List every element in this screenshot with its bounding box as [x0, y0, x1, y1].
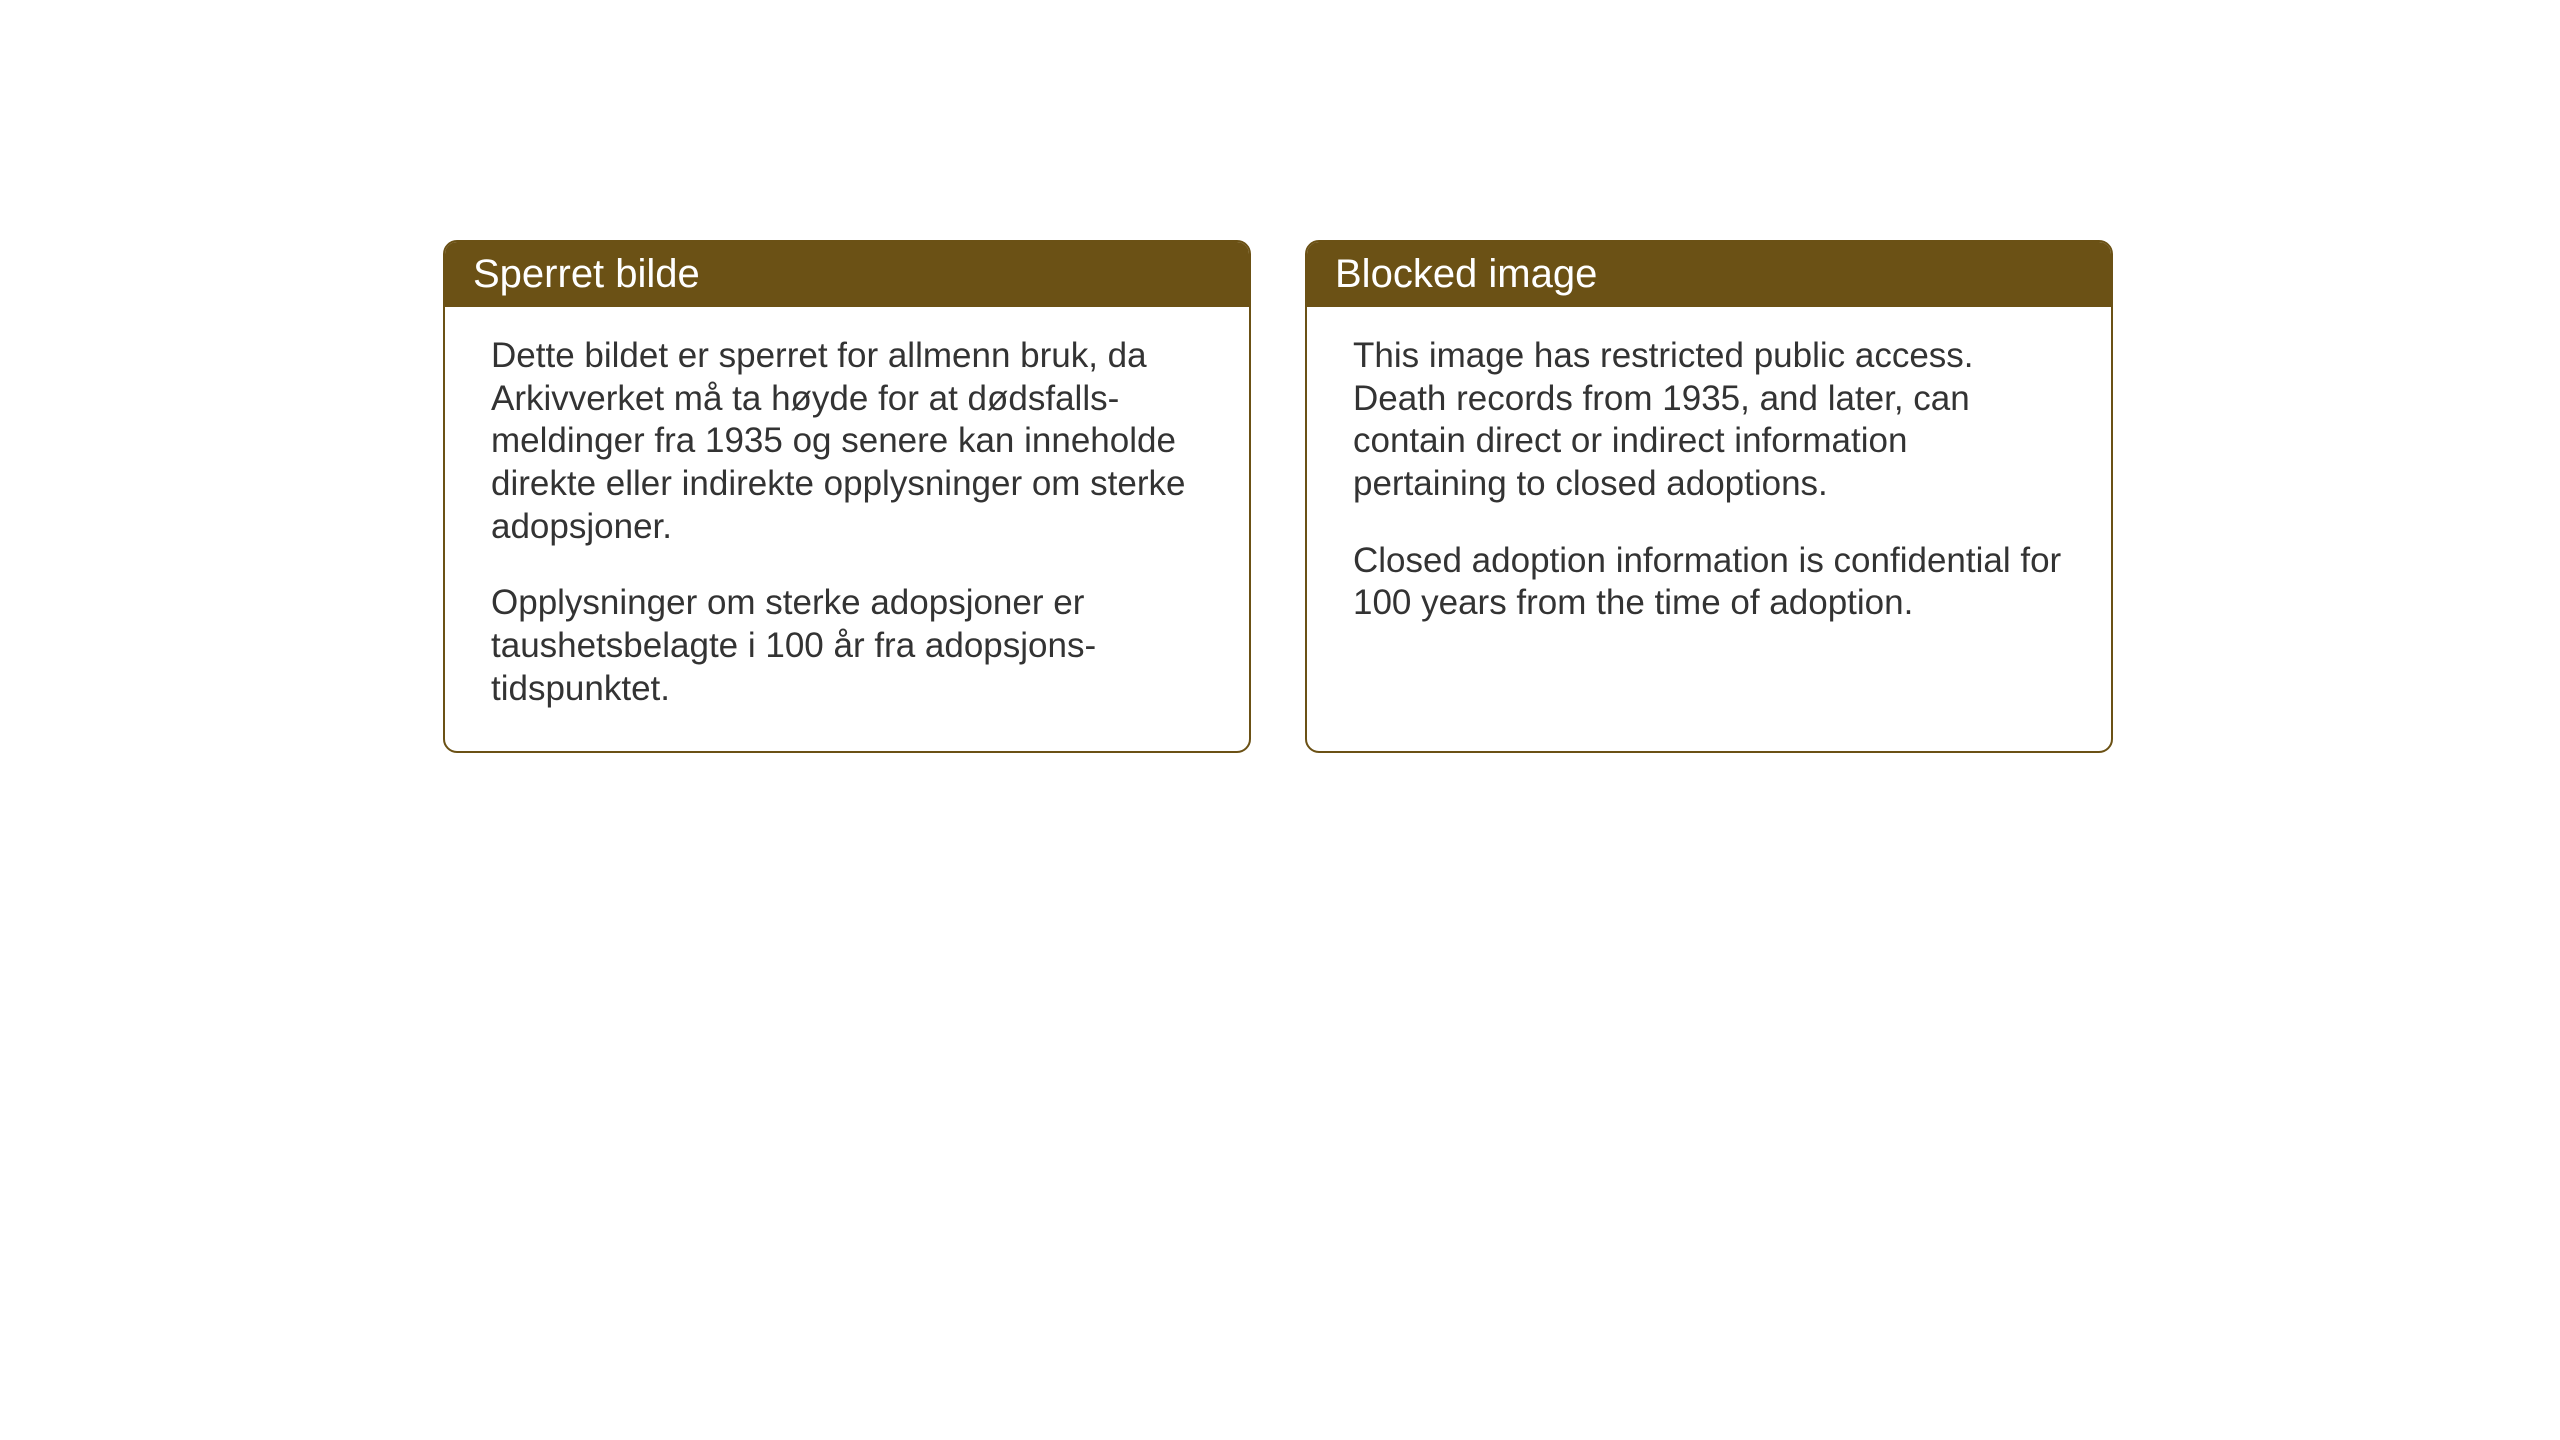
card-body-english: This image has restricted public access.… [1307, 307, 2111, 665]
card-paragraph2-english: Closed adoption information is confident… [1353, 540, 2065, 625]
card-body-norwegian: Dette bildet er sperret for allmenn bruk… [445, 307, 1249, 751]
blocked-image-card-english: Blocked image This image has restricted … [1305, 240, 2113, 753]
card-paragraph2-norwegian: Opplysninger om sterke adopsjoner er tau… [491, 582, 1203, 710]
card-paragraph1-norwegian: Dette bildet er sperret for allmenn bruk… [491, 335, 1203, 548]
card-header-norwegian: Sperret bilde [445, 242, 1249, 307]
blocked-image-card-norwegian: Sperret bilde Dette bildet er sperret fo… [443, 240, 1251, 753]
cards-container: Sperret bilde Dette bildet er sperret fo… [0, 0, 2560, 753]
card-header-english: Blocked image [1307, 242, 2111, 307]
card-title-english: Blocked image [1335, 252, 1597, 296]
card-paragraph1-english: This image has restricted public access.… [1353, 335, 2065, 506]
card-title-norwegian: Sperret bilde [473, 252, 700, 296]
